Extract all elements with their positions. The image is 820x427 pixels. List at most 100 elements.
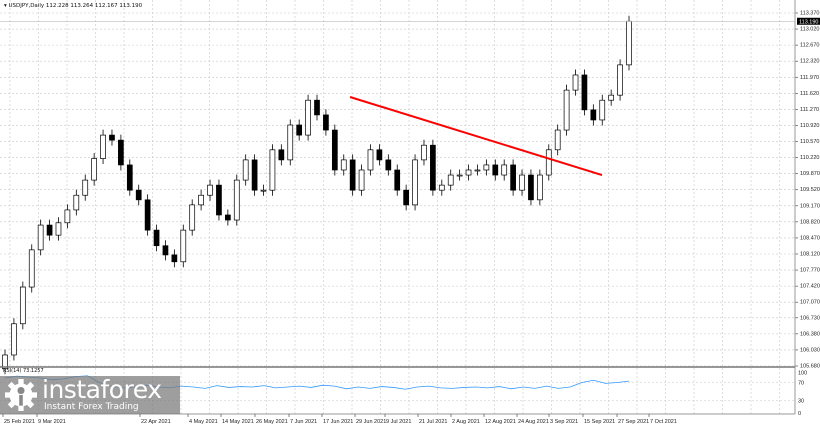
candle-bear <box>251 159 258 191</box>
candle-bull <box>563 89 570 131</box>
y-tick-label: 106.730 <box>800 315 820 321</box>
candle-bear <box>162 245 169 256</box>
candle-bull <box>233 179 240 221</box>
candle-bull <box>260 189 267 192</box>
current-price-badge <box>797 17 820 25</box>
candle-bull <box>19 286 26 325</box>
candle-bear <box>314 99 320 116</box>
candle-bear <box>225 214 231 221</box>
x-tick-label: 2 Aug 2021 <box>452 419 480 425</box>
rsi-level-label: 30 <box>798 399 804 405</box>
candle-bear <box>376 149 383 161</box>
candle-bull <box>367 149 374 171</box>
candle-bull <box>64 209 71 224</box>
y-tick-label: 105.680 <box>800 364 820 370</box>
y-tick-label: 109.170 <box>800 203 820 209</box>
ohlc-label: 112.228 113.264 112.167 113.190 <box>45 3 143 9</box>
candle-bull <box>438 184 445 191</box>
candle-bear <box>278 149 285 161</box>
x-tick-label: 14 May 2021 <box>222 419 254 425</box>
candle-bull <box>554 129 561 151</box>
candle-bull <box>269 149 276 191</box>
candle-bull <box>73 194 80 211</box>
candle-bull <box>626 20 632 66</box>
candle-bull <box>189 204 196 231</box>
candle-bull <box>412 159 418 206</box>
candle-bull <box>11 323 17 356</box>
candle-bear <box>581 74 588 111</box>
y-tick-label: 111.620 <box>800 91 819 97</box>
candle-bull <box>465 169 472 176</box>
x-tick-label: 9 Jul 2021 <box>386 419 411 425</box>
x-tick-label: 21 Jul 2021 <box>419 419 447 425</box>
rsi-title: RSI(14) 73.1257 <box>3 368 44 374</box>
candle-bull <box>100 134 106 159</box>
candles <box>2 15 632 375</box>
candle-bear <box>144 199 151 231</box>
candle-bull <box>545 149 552 176</box>
candle-bull <box>287 124 294 161</box>
candle-bull <box>358 169 365 191</box>
candle-bull <box>305 99 311 136</box>
y-tick-label: 110.920 <box>800 123 819 129</box>
candle-bull <box>207 184 213 196</box>
candle-bear <box>492 164 499 176</box>
x-tick-label: 4 May 2021 <box>189 419 218 425</box>
candle-bull <box>572 74 579 91</box>
x-tick-label: 3 Sep 2021 <box>550 419 578 425</box>
candle-bull <box>180 229 187 263</box>
y-tick-label: 110.220 <box>800 155 819 161</box>
x-tick-label: 22 Apr 2021 <box>141 419 171 425</box>
candle-bear <box>510 164 516 191</box>
x-tick-label: 15 Sep 2021 <box>584 419 615 425</box>
candle-bear <box>590 109 597 121</box>
x-tick-label: 9 Mar 2021 <box>38 419 66 425</box>
y-tick-label: 108.120 <box>800 251 820 257</box>
candle-bull <box>198 194 204 206</box>
x-tick-label: 29 Jun 2021 <box>356 419 386 425</box>
candle-bull <box>37 224 44 251</box>
candle-bear <box>296 124 303 136</box>
y-tick-label: 112.670 <box>800 43 819 49</box>
candle-bear <box>385 159 392 171</box>
candle-bull <box>421 144 427 161</box>
candle-bull <box>599 99 606 121</box>
y-tick-label: 107.070 <box>800 300 820 306</box>
candle-bear <box>430 144 436 191</box>
y-tick-label: 110.570 <box>800 139 819 145</box>
trendline[interactable] <box>349 96 603 176</box>
instaforex-logo: instaforex Instant Forex Trading <box>0 376 180 414</box>
candle-bull <box>608 94 615 101</box>
x-tick-label: 24 Aug 2021 <box>518 419 549 425</box>
candle-bull <box>91 158 97 181</box>
candle-bear <box>153 229 160 247</box>
grid <box>0 0 795 414</box>
symbol-label: USDJPY,Daily <box>8 3 45 9</box>
y-tick-label: 113.370 <box>800 11 819 17</box>
rsi-level-label: 0 <box>798 411 801 417</box>
candle-bear <box>394 169 401 191</box>
x-tick-label: 7 Oct 2021 <box>650 419 677 425</box>
current-price-label: 113.190 <box>799 19 818 25</box>
candle-bull <box>2 354 8 370</box>
candle-bear <box>109 134 115 141</box>
y-tick-label: 111.270 <box>800 107 819 113</box>
logo-tagline: Instant Forex Trading <box>44 402 139 412</box>
candle-bull <box>474 169 481 172</box>
candle-bull <box>28 249 35 288</box>
candle-bull <box>82 179 89 196</box>
x-tick-label: 7 Jun 2021 <box>290 419 317 425</box>
x-tick-label: 12 Aug 2021 <box>485 419 516 425</box>
candle-bear <box>126 164 133 191</box>
candle-bull <box>483 164 490 171</box>
y-tick-label: 111.970 <box>800 75 819 81</box>
candle-bull <box>501 164 508 176</box>
y-tick-label: 106.030 <box>800 347 820 353</box>
x-tick-label: 25 Feb 2021 <box>4 419 35 425</box>
candle-bull <box>447 174 454 186</box>
logo-name: instaforex <box>42 376 162 404</box>
dropdown-icon[interactable]: ▾ <box>4 3 7 9</box>
candle-bear <box>216 184 222 216</box>
candle-bull <box>242 159 249 181</box>
